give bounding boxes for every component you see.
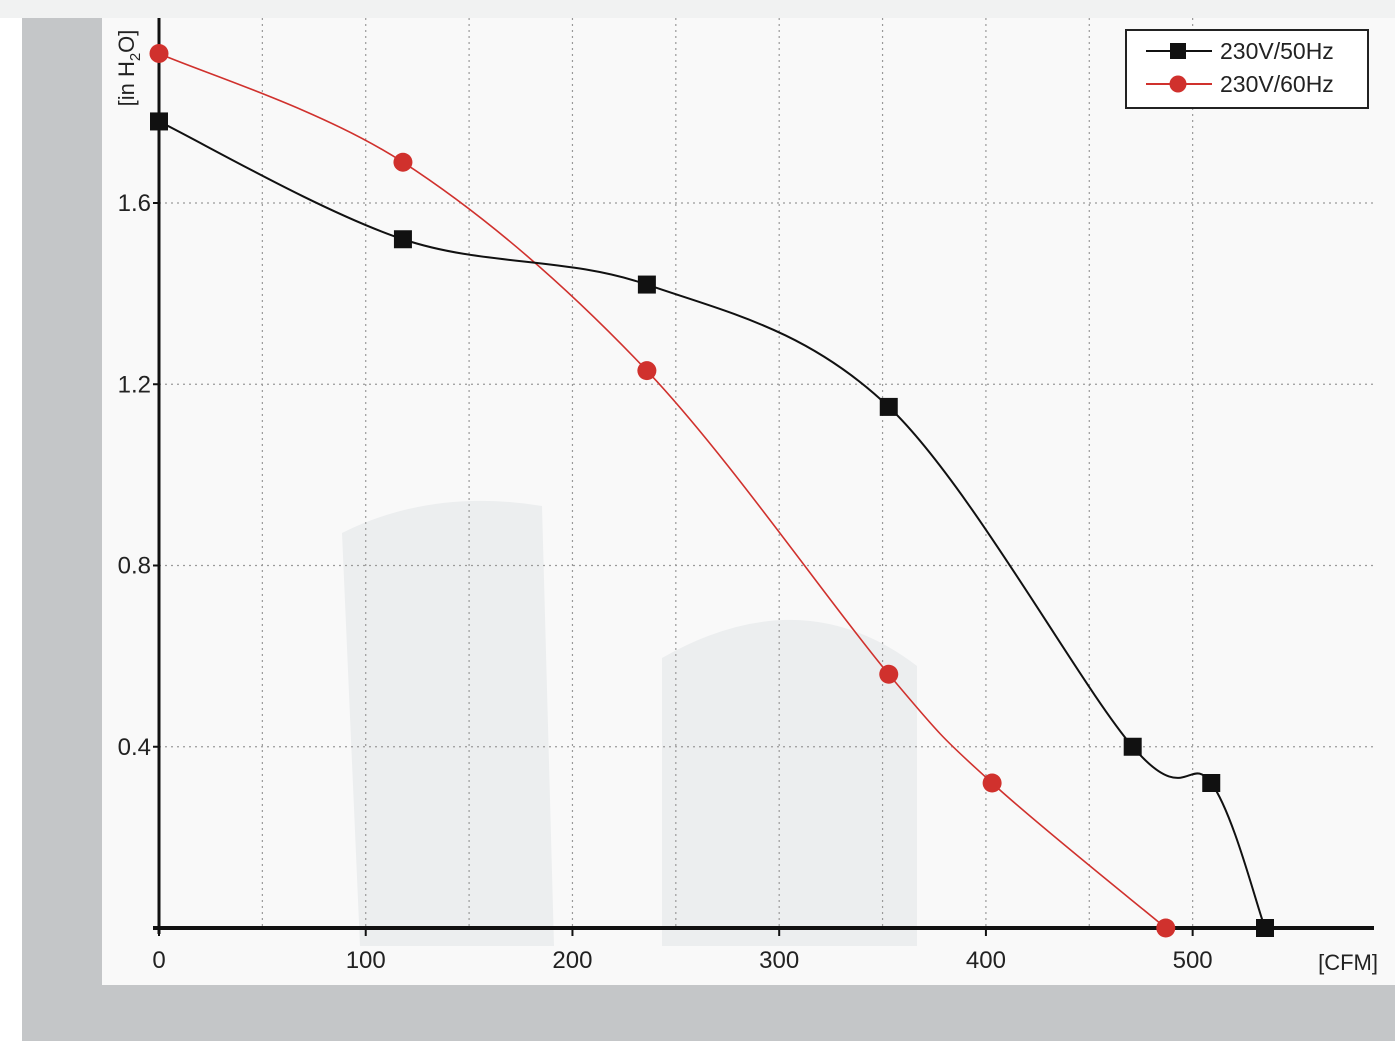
data-point-square [1202, 774, 1221, 792]
legend: 230V/50Hz 230V/60Hz [1125, 29, 1369, 109]
x-tick-label: 400 [966, 947, 1006, 974]
legend-label: 230V/50Hz [1220, 38, 1334, 64]
grid [159, 18, 1374, 928]
y-axis-label-post: O] [114, 30, 139, 53]
x-tick-label: 200 [552, 947, 592, 974]
data-point-square [1256, 919, 1274, 937]
data-point-square [150, 112, 168, 131]
fan-performance-chart: 0 100 200 300 400 500 0.4 0.8 1.2 1.6 [in H2O] [C… [114, 18, 1378, 975]
data-point-circle [1156, 918, 1176, 938]
y-axis-label-pre: [in H [114, 61, 139, 106]
data-point-circle [149, 43, 169, 63]
frame-bottom-band [22, 985, 1395, 1041]
legend-entry: 230V/50Hz [1146, 38, 1334, 64]
y-tick-label: 0.8 [118, 553, 151, 580]
legend-box [1125, 29, 1369, 109]
y-axis-label: [in H2O] [114, 30, 144, 107]
series-230V/60Hz [149, 43, 1176, 938]
data-point-circle [393, 152, 413, 172]
x-tick-label: 300 [759, 947, 799, 974]
frame-left-band [22, 18, 102, 1041]
data-point-square [393, 230, 412, 249]
legend-entry: 230V/60Hz [1146, 71, 1334, 97]
series-line [158, 52, 1167, 929]
legend-marker-circle [1169, 75, 1187, 93]
x-tick-label: 0 [152, 947, 165, 974]
x-axis-label: [CFM] [1318, 950, 1378, 975]
x-tick-label: 100 [346, 947, 386, 974]
data-point-square [637, 275, 656, 294]
legend-label: 230V/60Hz [1220, 71, 1334, 97]
data-point-circle [879, 664, 899, 684]
data-point-circle [982, 773, 1002, 793]
y-axis-label-sub: 2 [127, 53, 144, 61]
watermark-graphic [342, 500, 917, 946]
frame-top-band [0, 0, 1395, 18]
legend-marker-square [1170, 43, 1186, 59]
y-tick-label: 1.6 [118, 190, 151, 217]
data-point-square [879, 397, 898, 416]
chart-panel: 0 100 200 300 400 500 0.4 0.8 1.2 1.6 [in H2O] [C… [102, 18, 1395, 985]
tick-labels: 0 100 200 300 400 500 0.4 0.8 1.2 1.6 [118, 190, 1213, 974]
series-layer [149, 43, 1274, 938]
series-230V/50Hz [150, 112, 1274, 937]
y-tick-label: 0.4 [118, 734, 151, 761]
y-tick-label: 1.2 [118, 371, 151, 398]
data-point-circle [637, 361, 657, 381]
x-tick-label: 500 [1173, 947, 1213, 974]
data-point-square [1123, 737, 1142, 756]
